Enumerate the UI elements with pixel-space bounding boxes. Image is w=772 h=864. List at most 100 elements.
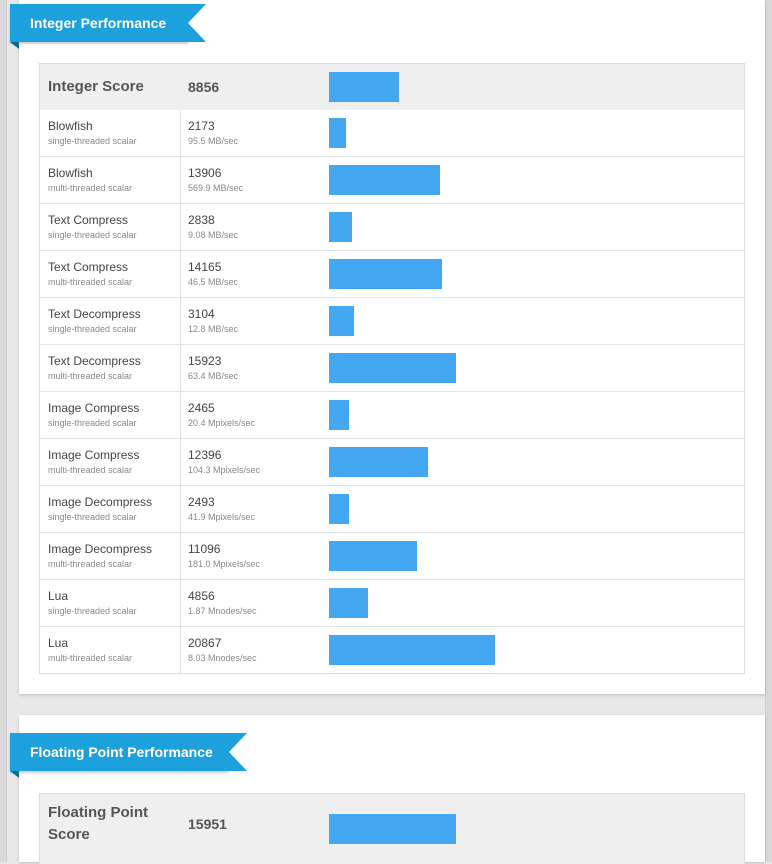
benchmark-bar	[329, 494, 349, 524]
benchmark-score-cell: 12396 104.3 Mpixels/sec	[188, 448, 328, 475]
benchmark-bar	[329, 447, 428, 477]
benchmark-score: 11096	[188, 542, 221, 556]
benchmark-score-cell: 2838 9.08 MB/sec	[188, 213, 328, 240]
benchmark-name: Text Decompress	[48, 354, 141, 368]
column-divider	[180, 392, 181, 438]
column-divider	[180, 157, 181, 203]
benchmark-mode: single-threaded scalar	[48, 230, 137, 240]
column-divider	[180, 439, 181, 485]
floating-point-performance-title: Floating Point Performance	[10, 733, 247, 778]
benchmark-score-cell: 2465 20.4 Mpixels/sec	[188, 401, 328, 428]
benchmark-name-cell: Text Decompress single-threaded scalar	[48, 307, 178, 334]
benchmark-mode: multi-threaded scalar	[48, 371, 133, 381]
benchmark-row: Image Compress single-threaded scalar 2465…	[40, 391, 744, 438]
benchmark-row: Text Decompress single-threaded scalar 310…	[40, 297, 744, 344]
integer-results-table: Integer Score 8856 Blowfish single-thread…	[39, 63, 745, 674]
benchmark-score: 20867	[188, 636, 222, 650]
benchmark-bar	[329, 635, 495, 665]
benchmark-rate: 104.3 Mpixels/sec	[188, 465, 261, 475]
floating-point-score-label: Floating Point Score	[48, 804, 148, 843]
benchmark-name: Lua	[48, 636, 69, 650]
benchmark-bar	[329, 353, 456, 383]
benchmark-name-cell: Text Decompress multi-threaded scalar	[48, 354, 178, 381]
benchmark-name: Text Decompress	[48, 307, 141, 321]
benchmark-score-cell: 20867 8.03 Mnodes/sec	[188, 636, 328, 663]
integer-performance-panel: Integer Performance Integer Score 8856 B…	[10, 0, 765, 694]
benchmark-score-cell: 2493 41.9 Mpixels/sec	[188, 495, 328, 522]
window-right-edge	[765, 0, 772, 862]
integer-score-bar	[329, 72, 399, 102]
benchmark-row: Text Compress single-threaded scalar 2838 9…	[40, 203, 744, 250]
benchmark-bar	[329, 588, 368, 618]
benchmark-score: 4856	[188, 589, 215, 603]
column-divider	[180, 345, 181, 391]
benchmark-name: Text Compress	[48, 213, 129, 227]
benchmark-score-cell: 15923 63.4 MB/sec	[188, 354, 328, 381]
benchmark-name: Image Decompress	[48, 495, 153, 509]
column-divider	[180, 533, 181, 579]
benchmark-name-cell: Text Compress single-threaded scalar	[48, 213, 178, 240]
benchmark-bar	[329, 541, 417, 571]
benchmark-name-cell: Text Compress multi-threaded scalar	[48, 260, 178, 287]
benchmark-score-cell: 11096 181.0 Mpixels/sec	[188, 542, 328, 569]
benchmark-score: 13906	[188, 166, 222, 180]
benchmark-name-cell: Image Decompress multi-threaded scalar	[48, 542, 178, 569]
benchmark-bar	[329, 118, 346, 148]
integer-score-row: Integer Score 8856	[40, 64, 744, 110]
benchmark-mode: single-threaded scalar	[48, 136, 137, 146]
benchmark-rate: 46.5 MB/sec	[188, 277, 239, 287]
benchmark-rate: 95.5 MB/sec	[188, 136, 239, 146]
integer-score-value: 8856	[188, 79, 220, 95]
benchmark-rate: 41.9 Mpixels/sec	[188, 512, 256, 522]
benchmark-name-cell: Blowfish single-threaded scalar	[48, 119, 178, 146]
benchmark-name: Lua	[48, 589, 69, 603]
benchmark-rate: 12.8 MB/sec	[188, 324, 239, 334]
benchmark-mode: single-threaded scalar	[48, 512, 137, 522]
benchmark-score-cell: 14165 46.5 MB/sec	[188, 260, 328, 287]
floating-point-results-table: Floating Point Score 15951	[39, 793, 745, 864]
floating-point-score-row: Floating Point Score 15951	[40, 794, 744, 864]
benchmark-row: Lua multi-threaded scalar 20867 8.03 Mnodes…	[40, 626, 744, 673]
benchmark-row: Image Decompress multi-threaded scalar 110…	[40, 532, 744, 579]
benchmark-score-cell: 13906 569.9 MB/sec	[188, 166, 328, 193]
benchmark-rate: 569.9 MB/sec	[188, 183, 244, 193]
integer-score-label: Integer Score	[48, 78, 144, 95]
benchmark-row: Text Compress multi-threaded scalar 14165 4…	[40, 250, 744, 297]
benchmark-score: 12396	[188, 448, 222, 462]
benchmark-name: Blowfish	[48, 166, 93, 180]
benchmark-mode: single-threaded scalar	[48, 324, 137, 334]
benchmark-name: Image Decompress	[48, 542, 153, 556]
benchmark-mode: multi-threaded scalar	[48, 465, 133, 475]
benchmark-name: Image Compress	[48, 448, 140, 462]
benchmark-score: 2838	[188, 213, 215, 227]
benchmark-bar	[329, 259, 442, 289]
benchmark-bar	[329, 400, 349, 430]
floating-point-score-bar	[329, 814, 456, 844]
benchmark-rate: 8.03 Mnodes/sec	[188, 653, 257, 663]
benchmark-rate: 9.08 MB/sec	[188, 230, 239, 240]
benchmark-score-cell: 4856 1.87 Mnodes/sec	[188, 589, 328, 616]
benchmark-mode: multi-threaded scalar	[48, 277, 133, 287]
window-left-edge	[0, 0, 7, 862]
benchmark-row: Image Decompress single-threaded scalar 24…	[40, 485, 744, 532]
column-divider	[180, 580, 181, 626]
benchmark-name-cell: Lua multi-threaded scalar	[48, 636, 178, 663]
benchmark-row: Text Decompress multi-threaded scalar 1592…	[40, 344, 744, 391]
benchmark-rate: 63.4 MB/sec	[188, 371, 239, 381]
benchmark-name-cell: Blowfish multi-threaded scalar	[48, 166, 178, 193]
benchmark-score-cell: 3104 12.8 MB/sec	[188, 307, 328, 334]
column-divider	[180, 204, 181, 250]
column-divider	[180, 486, 181, 532]
column-divider	[180, 251, 181, 297]
floating-point-score-value: 15951	[188, 816, 227, 832]
benchmark-score: 14165	[188, 260, 222, 274]
benchmark-name-cell: Lua single-threaded scalar	[48, 589, 178, 616]
benchmark-mode: single-threaded scalar	[48, 418, 137, 428]
floating-point-performance-panel: Floating Point Performance Floating Poin…	[10, 715, 765, 864]
benchmark-rate: 181.0 Mpixels/sec	[188, 559, 261, 569]
benchmark-score: 2465	[188, 401, 215, 415]
benchmark-name-cell: Image Compress multi-threaded scalar	[48, 448, 178, 475]
benchmark-name: Image Compress	[48, 401, 140, 415]
benchmark-name: Text Compress	[48, 260, 129, 274]
benchmark-bar	[329, 306, 354, 336]
